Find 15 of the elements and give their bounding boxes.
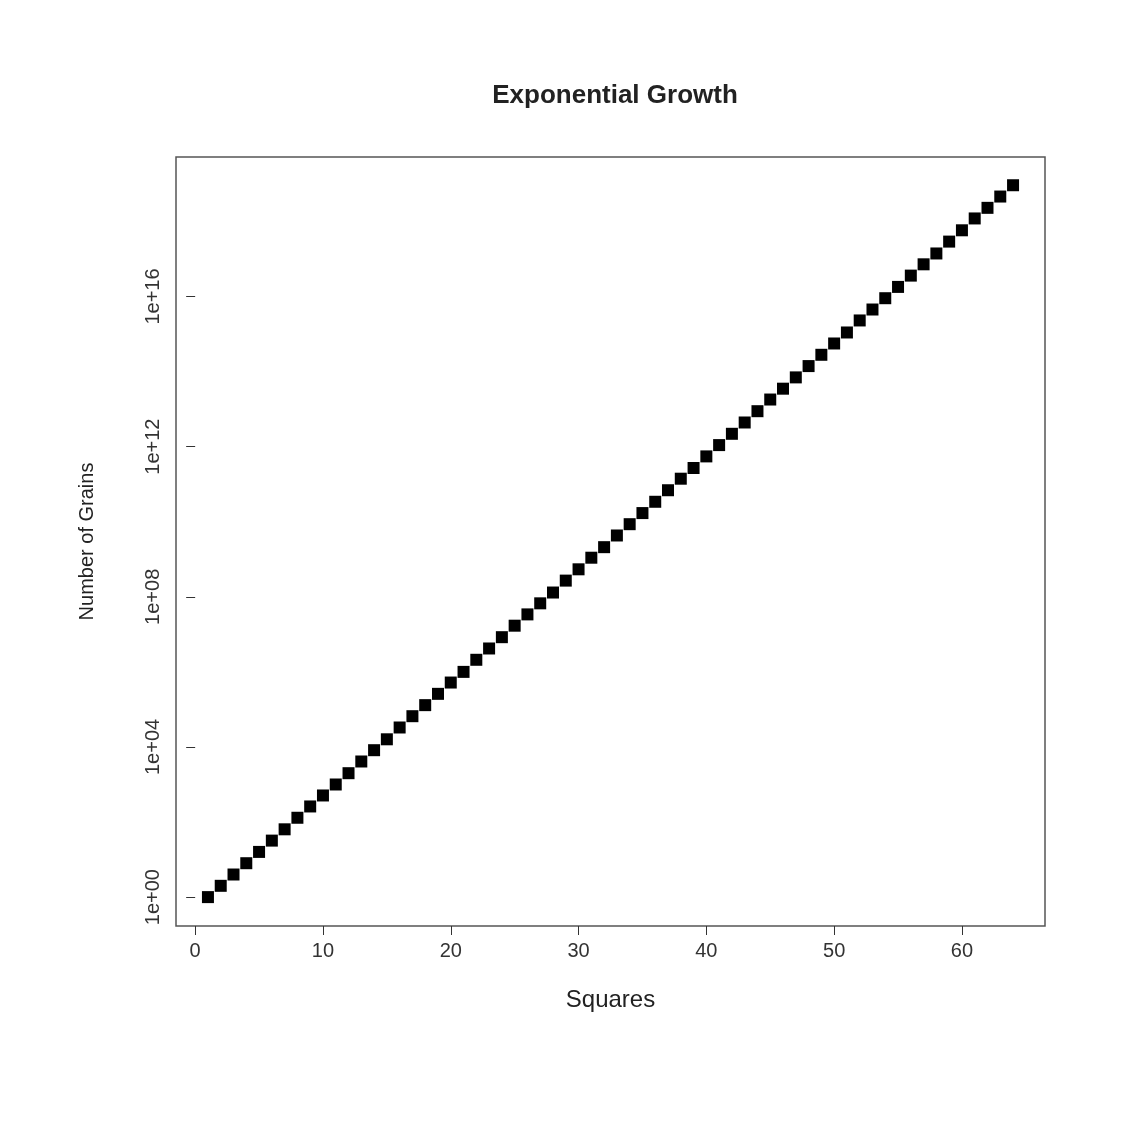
y-tick-label: 1e+08	[141, 568, 163, 625]
y-tick-label: 1e+16	[141, 268, 163, 325]
y-tick-label: 1e+04	[141, 718, 163, 776]
x-tick-label: 10	[311, 939, 335, 961]
x-tick-label: 0	[189, 939, 201, 961]
x-tick-label: 30	[567, 939, 590, 961]
x-tick-label: 60	[950, 939, 974, 961]
x-tick-label: 20	[439, 939, 462, 961]
x-tick-label: 50	[823, 939, 846, 961]
x-tick-label: 40	[695, 939, 718, 961]
y-tick-label: 1e+00	[141, 869, 163, 926]
chart-title: Exponential Growth	[492, 79, 738, 109]
y-axis-title: Number of Grains	[75, 462, 97, 621]
x-axis-title: Squares	[565, 984, 656, 1012]
y-tick-label: 1e+12	[141, 418, 163, 475]
